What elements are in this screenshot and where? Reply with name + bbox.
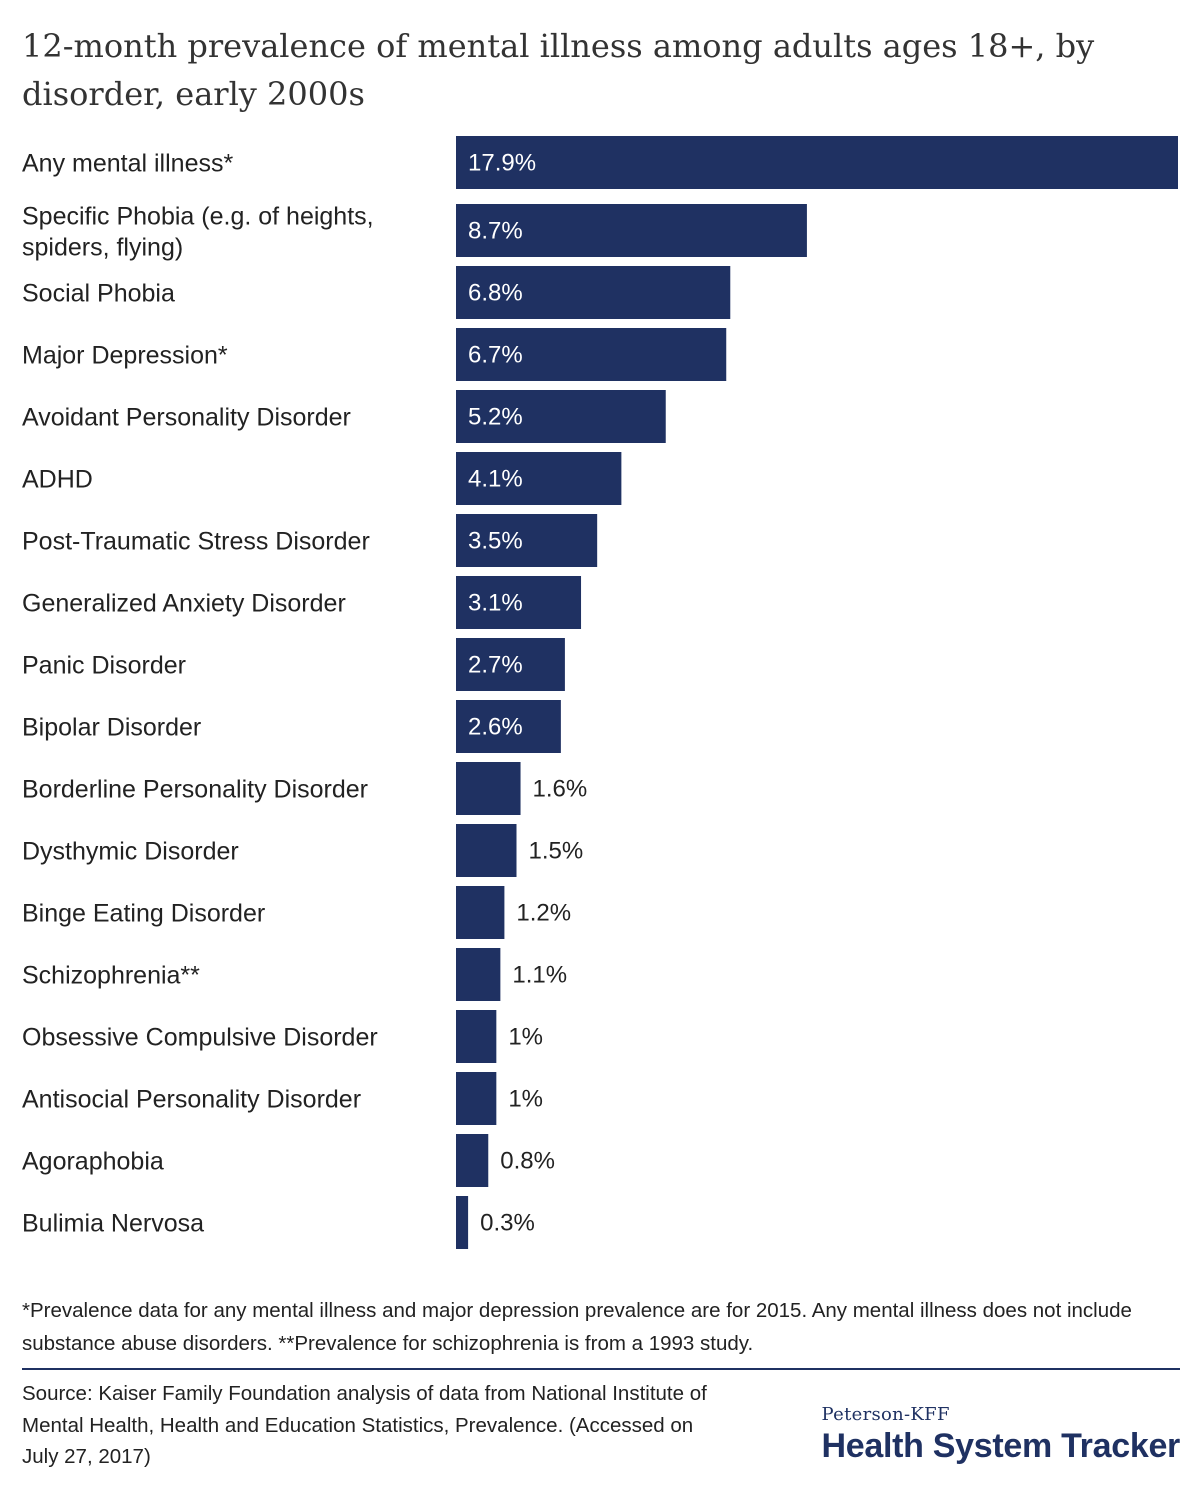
bar: [456, 1196, 469, 1249]
category-label: Post-Traumatic Stress Disorder: [22, 528, 370, 556]
bar: [456, 390, 666, 443]
value-label: 3.5%: [468, 528, 523, 555]
bar: [456, 328, 727, 381]
category-label: Borderline Personality Disorder: [22, 776, 368, 804]
category-label: Agoraphobia: [22, 1148, 164, 1176]
bar: [456, 266, 731, 319]
value-label: 2.6%: [468, 714, 523, 741]
footnote: *Prevalence data for any mental illness …: [22, 1299, 1132, 1355]
category-label: Obsessive Compulsive Disorder: [22, 1024, 378, 1052]
category-label: Dysthymic Disorder: [22, 838, 239, 866]
category-label: Specific Phobia (e.g. of heights, spiders…: [22, 203, 374, 262]
divider: [22, 1368, 1180, 1370]
bar: [456, 1134, 489, 1187]
bar: [456, 700, 561, 753]
chart-title: 12-month prevalence of mental illness am…: [22, 27, 1095, 113]
category-label: Social Phobia: [22, 280, 175, 308]
brand-logo: Peterson-KFF Health System Tracker: [821, 1404, 1181, 1466]
value-label: 1.2%: [516, 900, 571, 927]
value-label: 6.8%: [468, 280, 523, 307]
value-label: 0.8%: [500, 1148, 555, 1175]
category-label: Binge Eating Disorder: [22, 900, 265, 928]
value-label: 1%: [508, 1086, 543, 1113]
bar: [456, 638, 565, 691]
bar: [456, 1010, 497, 1063]
category-label: Avoidant Personality Disorder: [22, 404, 351, 432]
category-label: Any mental illness*: [22, 150, 233, 178]
value-label: 5.2%: [468, 404, 523, 431]
value-label: 4.1%: [468, 466, 523, 493]
category-label: Bipolar Disorder: [22, 714, 201, 742]
value-label: 1.5%: [529, 838, 584, 865]
value-label: 2.7%: [468, 652, 523, 679]
value-label: 8.7%: [468, 218, 523, 245]
category-label: Antisocial Personality Disorder: [22, 1086, 361, 1114]
source-note: Source: Kaiser Family Foundation analysi…: [22, 1382, 707, 1468]
category-label: Major Depression*: [22, 342, 228, 370]
category-label: ADHD: [22, 466, 93, 494]
category-label: Schizophrenia**: [22, 962, 200, 990]
bar: [456, 762, 521, 815]
category-label: Bulimia Nervosa: [22, 1210, 204, 1238]
bar: [456, 136, 1178, 189]
bar: [456, 576, 582, 629]
bar: [456, 886, 505, 939]
bar: [456, 948, 501, 1001]
value-label: 1.6%: [533, 776, 588, 803]
value-label: 1.1%: [512, 962, 567, 989]
brand-name-large: Health System Tracker: [821, 1427, 1181, 1465]
brand-name-small: Peterson-KFF: [821, 1404, 950, 1425]
bar-chart: Any mental illness* 17.9% Specific Phobia …: [22, 136, 1178, 1249]
value-label: 3.1%: [468, 590, 523, 617]
bar: [456, 824, 517, 877]
value-label: 1%: [508, 1024, 543, 1051]
bar: [456, 204, 807, 257]
value-label: 6.7%: [468, 342, 523, 369]
bar: [456, 514, 598, 567]
value-label: 17.9%: [468, 150, 536, 177]
category-label: Generalized Anxiety Disorder: [22, 590, 346, 618]
bar: [456, 1072, 497, 1125]
bar: [456, 452, 622, 505]
category-label: Panic Disorder: [22, 652, 186, 680]
value-label: 0.3%: [480, 1210, 535, 1237]
